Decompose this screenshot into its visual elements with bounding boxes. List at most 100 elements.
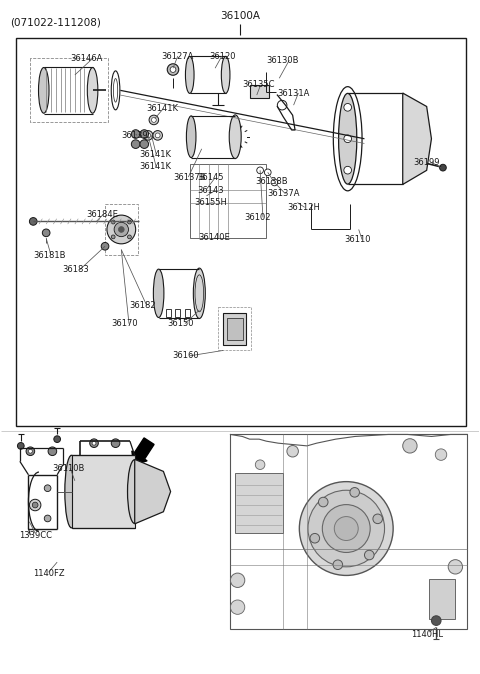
Circle shape	[107, 215, 136, 244]
Text: 36141K: 36141K	[147, 104, 179, 113]
Circle shape	[403, 439, 417, 453]
Circle shape	[114, 222, 129, 237]
Bar	[218, 307, 251, 350]
Circle shape	[28, 450, 32, 453]
Text: 36135C: 36135C	[242, 80, 275, 90]
Text: 36127A: 36127A	[161, 52, 193, 61]
Text: 36141K: 36141K	[140, 162, 171, 171]
FancyArrow shape	[132, 438, 154, 464]
Text: 36199: 36199	[413, 158, 440, 166]
Ellipse shape	[221, 57, 230, 94]
Bar	[175, 309, 180, 317]
Text: 36120: 36120	[209, 52, 235, 61]
Circle shape	[373, 514, 383, 524]
Ellipse shape	[128, 460, 142, 524]
Text: 36141K: 36141K	[140, 150, 171, 158]
Circle shape	[448, 559, 463, 574]
Polygon shape	[135, 459, 170, 524]
Bar	[166, 309, 170, 317]
Bar	[185, 309, 190, 317]
Bar	[227, 317, 243, 340]
Circle shape	[230, 600, 245, 614]
Circle shape	[152, 117, 156, 122]
Circle shape	[308, 490, 384, 567]
Ellipse shape	[186, 116, 196, 158]
Ellipse shape	[113, 79, 118, 102]
Circle shape	[364, 550, 374, 560]
Circle shape	[333, 560, 343, 570]
Text: 36137A: 36137A	[268, 189, 300, 198]
Circle shape	[54, 436, 60, 443]
Circle shape	[318, 497, 328, 507]
Bar	[190, 164, 266, 237]
Text: 36131A: 36131A	[277, 88, 310, 98]
Circle shape	[271, 179, 278, 186]
Circle shape	[344, 166, 351, 174]
Circle shape	[140, 129, 149, 138]
Text: 36160: 36160	[172, 351, 199, 361]
Text: 36139: 36139	[121, 131, 148, 140]
Text: 36100A: 36100A	[220, 11, 260, 21]
Text: 36181B: 36181B	[33, 251, 66, 259]
Circle shape	[350, 487, 360, 497]
Circle shape	[140, 140, 149, 148]
Circle shape	[277, 100, 287, 110]
Circle shape	[156, 133, 160, 137]
Circle shape	[132, 140, 140, 148]
Text: 36137B: 36137B	[173, 173, 205, 181]
Circle shape	[334, 516, 358, 541]
Circle shape	[230, 573, 245, 588]
Circle shape	[264, 169, 271, 176]
Circle shape	[170, 67, 176, 72]
Ellipse shape	[38, 67, 49, 113]
Circle shape	[17, 443, 24, 450]
Circle shape	[432, 616, 441, 625]
Ellipse shape	[87, 67, 98, 113]
Text: 36182: 36182	[129, 301, 156, 310]
Text: 36138B: 36138B	[256, 177, 288, 185]
Text: 36112H: 36112H	[287, 203, 320, 212]
Ellipse shape	[65, 455, 78, 528]
Circle shape	[44, 515, 51, 522]
Text: 1339CC: 1339CC	[19, 530, 52, 540]
Circle shape	[32, 502, 38, 508]
Text: 36110: 36110	[344, 235, 371, 244]
Text: 1140HL: 1140HL	[411, 630, 444, 638]
Circle shape	[149, 115, 158, 125]
Circle shape	[90, 439, 98, 448]
Bar	[235, 472, 283, 533]
Circle shape	[146, 133, 151, 137]
Text: 36145: 36145	[197, 173, 223, 182]
Text: 36155H: 36155H	[194, 198, 228, 207]
Circle shape	[101, 243, 109, 250]
Ellipse shape	[185, 57, 194, 94]
Circle shape	[287, 446, 299, 457]
Text: 36102: 36102	[245, 213, 271, 222]
Circle shape	[119, 226, 124, 233]
Circle shape	[257, 167, 264, 174]
Circle shape	[26, 447, 35, 456]
Circle shape	[42, 229, 50, 237]
Circle shape	[300, 482, 393, 576]
Circle shape	[255, 460, 265, 470]
Bar	[429, 579, 456, 619]
Circle shape	[92, 441, 96, 445]
Ellipse shape	[338, 94, 357, 184]
Bar	[230, 435, 468, 630]
Circle shape	[144, 131, 153, 140]
Circle shape	[323, 505, 370, 553]
Text: 1140FZ: 1140FZ	[33, 569, 65, 578]
Text: 36150: 36150	[167, 319, 194, 328]
Circle shape	[128, 235, 132, 239]
Circle shape	[29, 499, 41, 511]
Circle shape	[440, 164, 446, 171]
Text: 36143: 36143	[197, 186, 224, 195]
Circle shape	[44, 485, 51, 491]
Circle shape	[29, 218, 37, 225]
Circle shape	[132, 129, 140, 138]
Text: 36170: 36170	[112, 319, 138, 328]
Bar	[105, 204, 138, 255]
Circle shape	[344, 135, 351, 143]
Circle shape	[153, 131, 162, 140]
Bar	[223, 313, 246, 345]
